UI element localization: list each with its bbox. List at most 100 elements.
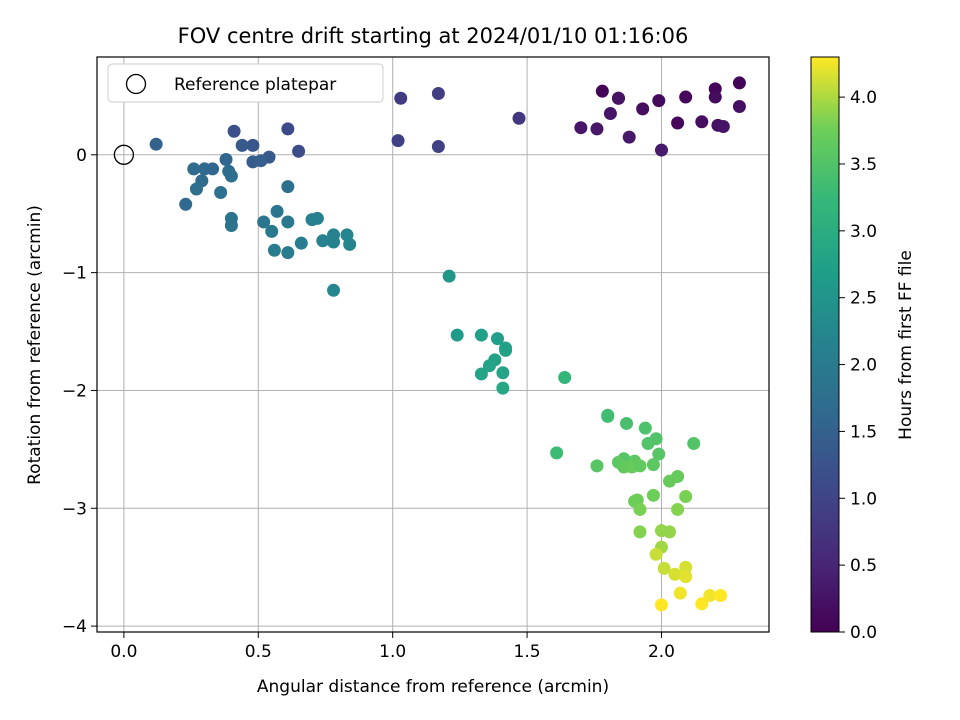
data-point [663,474,677,488]
data-point [499,343,513,357]
colorbar-tick-label: 4.0 [850,88,877,108]
data-point [343,237,357,251]
data-point [679,560,693,574]
data-point [633,459,647,473]
data-point [649,547,663,561]
chart-title: FOV centre drift starting at 2024/01/10 … [178,24,689,48]
data-point [671,116,685,130]
data-point [663,525,677,539]
data-point [187,162,201,176]
legend-marker [125,73,147,95]
data-point [679,90,693,104]
y-tick-label: −4 [62,617,87,637]
x-tick-label: 0.5 [245,642,272,662]
data-point [327,283,341,297]
data-point [641,436,655,450]
data-point [281,215,295,229]
colorbar-gradient [810,56,840,633]
data-point [633,525,647,539]
data-point [482,359,496,373]
x-tick-label: 1.0 [379,642,406,662]
data-point [708,90,722,104]
x-tick-label: 0.0 [110,642,137,662]
colorbar-tick-label: 3.5 [850,155,877,175]
data-point [590,459,604,473]
y-axis-label: Rotation from reference (arcmin) [25,205,45,485]
x-tick-label: 2.0 [648,642,675,662]
data-point [474,328,488,342]
data-point [246,138,260,152]
data-point [496,381,510,395]
data-point [254,154,268,168]
colorbar-tick-label: 3.0 [850,222,877,242]
y-tick-label: 0 [76,146,87,166]
data-point [550,446,564,460]
data-point [281,180,295,194]
data-point [657,561,671,575]
data-point [703,588,717,602]
colorbar-tick-label: 1.5 [850,422,877,442]
data-point [652,447,666,461]
data-point [214,186,228,200]
data-point [622,130,636,144]
data-point [431,140,445,154]
colorbar-tick-label: 0.0 [850,623,877,643]
data-point [292,144,306,158]
data-point [219,153,233,167]
data-point [496,366,510,380]
data-point [235,138,249,152]
data-point [611,91,625,105]
data-point [732,76,746,90]
legend-box [107,63,384,103]
data-point [620,416,634,430]
data-point [590,122,604,136]
data-point [695,115,709,129]
data-point [679,489,693,503]
data-point [294,236,308,250]
data-points [113,76,746,612]
data-point [224,218,238,232]
y-tick-label: −2 [62,381,87,401]
data-point [224,169,238,183]
data-point [206,162,220,176]
data-point [668,567,682,581]
data-point [189,182,203,196]
y-tick-label: −3 [62,499,87,519]
y-axis-ticks: 0 −1 −2 −3 −4 [62,146,97,637]
x-axis-ticks: 0.0 0.5 1.0 1.5 2.0 [110,632,675,662]
data-point [558,370,572,384]
reference-platepar-marker [113,144,135,165]
data-point [316,234,330,248]
data-point [673,586,687,600]
data-point [652,94,666,108]
data-point [179,197,193,211]
data-point [638,421,652,435]
data-point [257,215,271,229]
data-point [149,137,163,151]
data-point [646,458,660,472]
data-point [474,367,488,381]
data-point [265,224,279,238]
legend: Reference platepar [107,63,384,103]
data-point [687,436,701,450]
data-point [267,243,281,257]
legend-entry-reference-platepar: Reference platepar [174,75,336,95]
grid-lines [97,57,769,632]
colorbar-tick-label: 0.5 [850,556,877,576]
data-point [601,408,615,422]
data-point [603,107,617,121]
data-point [716,120,730,134]
data-point [442,269,456,283]
data-point [491,332,505,346]
data-point [431,87,445,101]
colorbar-tick-label: 2.0 [850,356,877,376]
x-axis-label: Angular distance from reference (arcmin) [257,677,609,697]
data-point [695,597,709,611]
data-point [227,124,241,138]
colorbar-tick-label: 2.5 [850,289,877,309]
data-point [574,121,588,135]
data-point [281,246,295,260]
data-point [450,328,464,342]
data-point [281,122,295,136]
